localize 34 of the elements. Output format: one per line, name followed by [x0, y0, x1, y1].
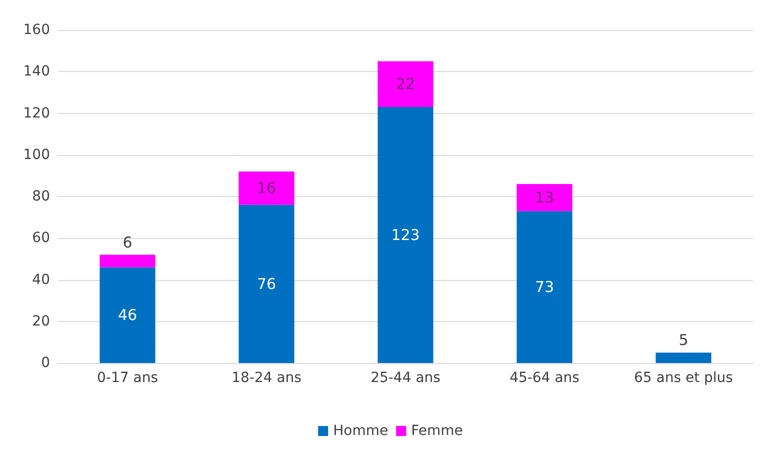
bar — [238, 204, 294, 363]
x-tick-label: 18-24 ans — [232, 370, 302, 386]
data-label: 6 — [122, 233, 132, 252]
bar — [100, 254, 156, 268]
bar — [516, 184, 572, 212]
y-tick-label: 100 — [23, 146, 50, 163]
bar — [378, 107, 434, 363]
bar — [516, 211, 572, 363]
y-tick-label: 160 — [23, 22, 50, 38]
y-tick-label: 60 — [32, 230, 50, 246]
x-tick-label: 65 ans et plus — [634, 370, 733, 386]
x-tick-label: 45-64 ans — [510, 370, 580, 386]
y-tick-label: 0 — [41, 355, 50, 371]
bar — [378, 61, 434, 108]
legend-label: Femme — [411, 423, 463, 439]
data-label: 46 — [118, 306, 138, 324]
y-tick-label: 80 — [32, 188, 50, 204]
data-label: 5 — [678, 331, 688, 350]
data-label: 16 — [256, 179, 276, 198]
bar — [100, 267, 156, 363]
bar — [656, 352, 712, 363]
legend-label: Homme — [333, 423, 388, 439]
data-label: 13 — [534, 188, 554, 207]
x-tick-label: 25-44 ans — [370, 370, 440, 386]
data-label: 22 — [396, 75, 416, 94]
data-label: 76 — [256, 274, 276, 293]
y-tick-label: 40 — [32, 272, 50, 288]
data-label: 73 — [534, 278, 554, 296]
data-label: 123 — [391, 226, 420, 244]
x-tick-label: 0-17 ans — [97, 370, 158, 386]
y-tick-label: 140 — [23, 64, 50, 80]
y-tick-label: 120 — [23, 105, 50, 122]
bar — [238, 172, 294, 205]
y-tick-label: 20 — [32, 313, 50, 330]
